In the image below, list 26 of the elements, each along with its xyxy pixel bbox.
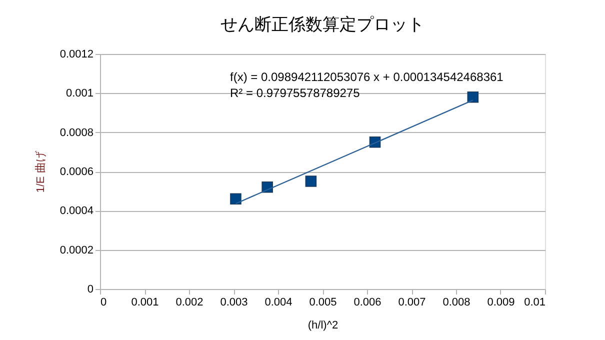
chart-title: せん断正係数算定プロット: [220, 15, 424, 34]
y-tick-label: 0.001: [66, 88, 94, 100]
x-tick-label: 0.009: [487, 296, 515, 308]
x-tick-label: 0.006: [354, 296, 382, 308]
y-tick-label: 0.0008: [60, 126, 94, 139]
point: [305, 176, 317, 187]
x-tick-label: 0.007: [398, 296, 426, 308]
x-tick-label: 0.002: [176, 296, 204, 308]
x-axis-title: (h/l)^2: [308, 320, 338, 332]
point: [230, 193, 242, 205]
point: [467, 91, 479, 103]
x-tick-label: 0.008: [442, 296, 470, 308]
x-tick-label: 0.005: [309, 296, 337, 308]
y-axis-title: 1/E 曲げ: [34, 150, 47, 193]
x-tick-label: 0.004: [264, 296, 292, 308]
annotation: f(x) = 0.098942112053076 x + 0.000134542468361: [230, 70, 504, 84]
x-tick-label: 0.001: [131, 296, 159, 308]
x-tick-label: 0.01: [524, 296, 546, 308]
y-tick-label: 0: [87, 284, 94, 296]
y-tick-label: 0.0004: [60, 205, 94, 218]
x-tick-label: 0.003: [220, 296, 248, 308]
y-tick-label: 0.0012: [60, 48, 94, 60]
y-tick-label: 0.0006: [60, 166, 94, 178]
y-tick-label: 0.0002: [60, 244, 94, 256]
annotation: R² = 0.97975578789275: [230, 86, 360, 100]
x-tick-label: 0: [100, 296, 107, 308]
